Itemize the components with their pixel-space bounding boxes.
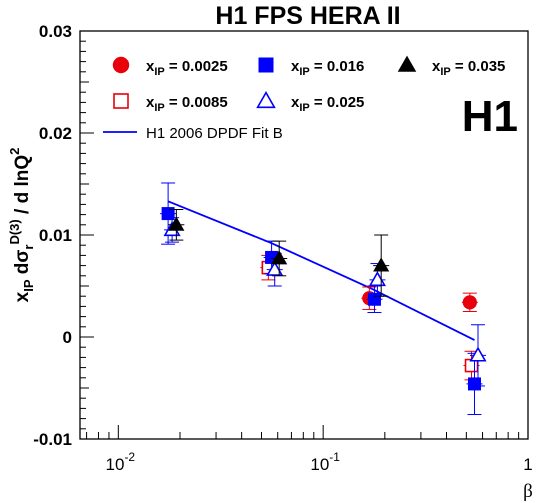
data-point — [168, 216, 185, 231]
legend-label: xIP = 0.025 — [291, 94, 364, 114]
x-axis-label: β — [523, 481, 533, 502]
data-point — [367, 292, 381, 306]
legend-label: xIP = 0.035 — [432, 58, 505, 78]
legend-marker — [397, 55, 417, 72]
data-point — [161, 207, 175, 221]
chart-title: H1 FPS HERA II — [215, 2, 400, 30]
y-tick-label: 0.03 — [39, 22, 72, 41]
legend-label: xIP = 0.0025 — [146, 58, 228, 78]
legend-marker — [258, 57, 274, 73]
legend-label: xIP = 0.016 — [291, 58, 364, 78]
y-tick-label: 0 — [63, 328, 72, 347]
series-2 — [260, 254, 480, 381]
y-tick-label: -0.01 — [33, 430, 72, 449]
data-point — [373, 257, 390, 272]
x-tick-label: 10-1 — [310, 450, 340, 474]
y-tick-label: 0.02 — [39, 124, 72, 143]
y-tick-label: 0.01 — [39, 226, 72, 245]
legend-fit-label: H1 2006 DPDF Fit B — [146, 125, 283, 142]
svg-text:xIP dσrD(3) / d lnQ2: xIP dσrD(3) / d lnQ2 — [7, 148, 36, 303]
legend-marker — [112, 56, 130, 74]
data-point — [469, 346, 487, 362]
series-5 — [168, 209, 390, 297]
legend-label: xIP = 0.0085 — [146, 94, 228, 114]
x-tick-label: 1 — [523, 455, 532, 474]
legend-marker — [256, 90, 276, 109]
legend-marker — [113, 93, 129, 109]
data-point — [462, 295, 477, 310]
x-tick-label: 10-2 — [106, 450, 136, 474]
legend: xIP = 0.0025 xIP = 0.0085 xIP = 0.016 xIP =… — [103, 55, 505, 142]
h1-logo: H1 — [462, 92, 518, 141]
data-point — [271, 250, 288, 265]
data-point — [266, 260, 284, 276]
data-point — [368, 271, 386, 287]
y-axis-label: xIP dσrD(3) / d lnQ2 — [7, 148, 36, 303]
series-4 — [163, 217, 487, 387]
fit-line — [167, 200, 475, 341]
data-point — [467, 377, 481, 391]
